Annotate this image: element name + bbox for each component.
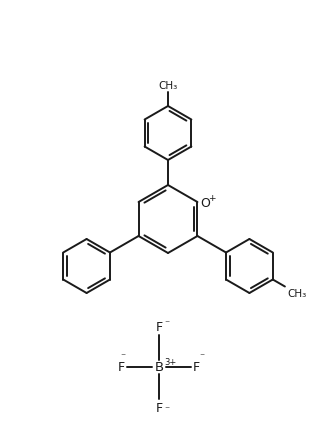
Text: CH₃: CH₃ xyxy=(158,81,178,91)
Text: ⁻: ⁻ xyxy=(164,318,169,328)
Text: ⁻: ⁻ xyxy=(164,404,169,414)
Text: 3+: 3+ xyxy=(164,358,176,367)
Text: B: B xyxy=(154,361,164,374)
Text: F: F xyxy=(155,401,163,414)
Text: ⁻: ⁻ xyxy=(199,351,204,361)
Text: F: F xyxy=(193,361,200,374)
Text: F: F xyxy=(118,361,125,374)
Text: CH₃: CH₃ xyxy=(287,289,306,299)
Text: ⁻: ⁻ xyxy=(120,351,125,361)
Text: O: O xyxy=(200,197,210,210)
Text: F: F xyxy=(155,320,163,333)
Text: +: + xyxy=(208,194,216,203)
